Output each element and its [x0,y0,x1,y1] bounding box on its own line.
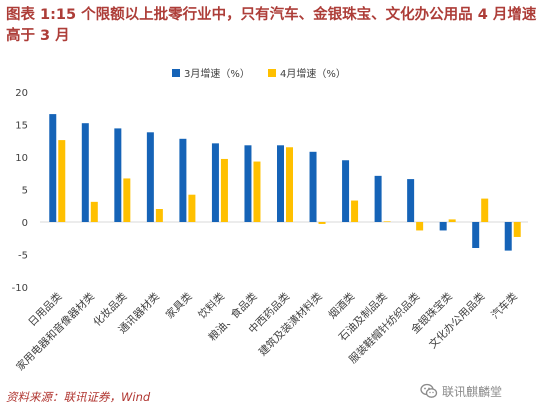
bar-april [416,222,424,231]
bar-april [58,140,66,222]
bar-march [472,222,480,248]
bar-march [179,138,187,222]
y-tick-label: 5 [22,186,28,197]
y-tick-label: 0 [22,218,28,229]
watermark: 联讯麒麟堂 [420,382,502,400]
chart-title: 图表 1:15 个限额以上批零行业中，只有汽车、金银珠宝、文化办公用品 4 月增… [6,7,537,44]
legend-label: 4月增速（%） [280,67,346,80]
y-tick-label: -10 [12,283,28,294]
bar-march [342,160,350,222]
x-tick-label: 烟酒类 [326,290,358,322]
source-note: 资料来源：联讯证券，Wind [6,390,151,404]
y-axis: -10 -5 0 5 10 15 20 [12,88,28,294]
x-tick-label: 文化办公用品类 [426,290,488,352]
bar-april [123,178,131,222]
bar-march [114,128,122,222]
bar-april [90,201,98,222]
y-tick-label: -5 [18,251,28,262]
legend-swatch [268,69,276,77]
legend-swatch [172,69,180,77]
wechat-icon [420,383,438,398]
bar-march [81,123,89,222]
bar-april [188,194,196,222]
bar-april [351,200,359,222]
bar-march [244,145,252,222]
bar-april [513,222,521,237]
bar-march [211,143,219,222]
legend: 3月增速（%） 4月增速（%） [172,67,346,80]
bar-march [49,114,57,222]
x-tick-label: 汽车类 [488,290,520,322]
bar-march [439,222,447,231]
y-tick-label: 20 [15,88,28,99]
bar-april [383,221,391,222]
bar-april [253,161,261,222]
bar-april [481,198,489,222]
bar-april [448,219,456,222]
bar-march [309,151,317,222]
legend-label: 3月增速（%） [184,67,250,80]
bar-march [277,145,284,222]
bar-april [318,222,326,224]
bar-march [374,175,382,222]
watermark-text: 联讯麒麟堂 [442,384,503,399]
bar-april [155,209,163,222]
bar-march [504,222,512,251]
bar-april [286,147,293,222]
bar-april [220,158,228,222]
bar-march [407,179,415,222]
plot-area [40,114,528,251]
x-tick-label: 饮料类 [196,290,228,322]
bar-march [146,132,154,222]
x-tick-label: 家具类 [163,290,195,322]
y-tick-label: 10 [15,153,28,164]
y-tick-label: 15 [15,121,28,132]
